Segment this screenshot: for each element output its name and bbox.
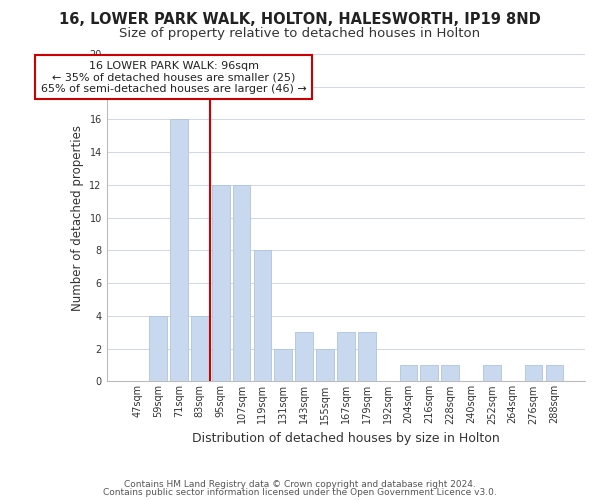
- Bar: [149, 316, 167, 382]
- Bar: [524, 365, 542, 382]
- Text: Contains HM Land Registry data © Crown copyright and database right 2024.: Contains HM Land Registry data © Crown c…: [124, 480, 476, 489]
- Bar: [400, 365, 417, 382]
- Text: Size of property relative to detached houses in Holton: Size of property relative to detached ho…: [119, 28, 481, 40]
- Bar: [337, 332, 355, 382]
- Bar: [274, 348, 292, 382]
- Bar: [358, 332, 376, 382]
- Bar: [170, 120, 188, 382]
- Text: 16, LOWER PARK WALK, HOLTON, HALESWORTH, IP19 8ND: 16, LOWER PARK WALK, HOLTON, HALESWORTH,…: [59, 12, 541, 28]
- Text: Contains public sector information licensed under the Open Government Licence v3: Contains public sector information licen…: [103, 488, 497, 497]
- Bar: [212, 185, 230, 382]
- Bar: [254, 250, 271, 382]
- Bar: [316, 348, 334, 382]
- Bar: [233, 185, 250, 382]
- X-axis label: Distribution of detached houses by size in Holton: Distribution of detached houses by size …: [192, 432, 500, 445]
- Bar: [295, 332, 313, 382]
- Bar: [441, 365, 459, 382]
- Text: 16 LOWER PARK WALK: 96sqm
← 35% of detached houses are smaller (25)
65% of semi-: 16 LOWER PARK WALK: 96sqm ← 35% of detac…: [41, 60, 307, 94]
- Bar: [483, 365, 500, 382]
- Y-axis label: Number of detached properties: Number of detached properties: [71, 124, 84, 310]
- Bar: [191, 316, 209, 382]
- Bar: [545, 365, 563, 382]
- Bar: [421, 365, 438, 382]
